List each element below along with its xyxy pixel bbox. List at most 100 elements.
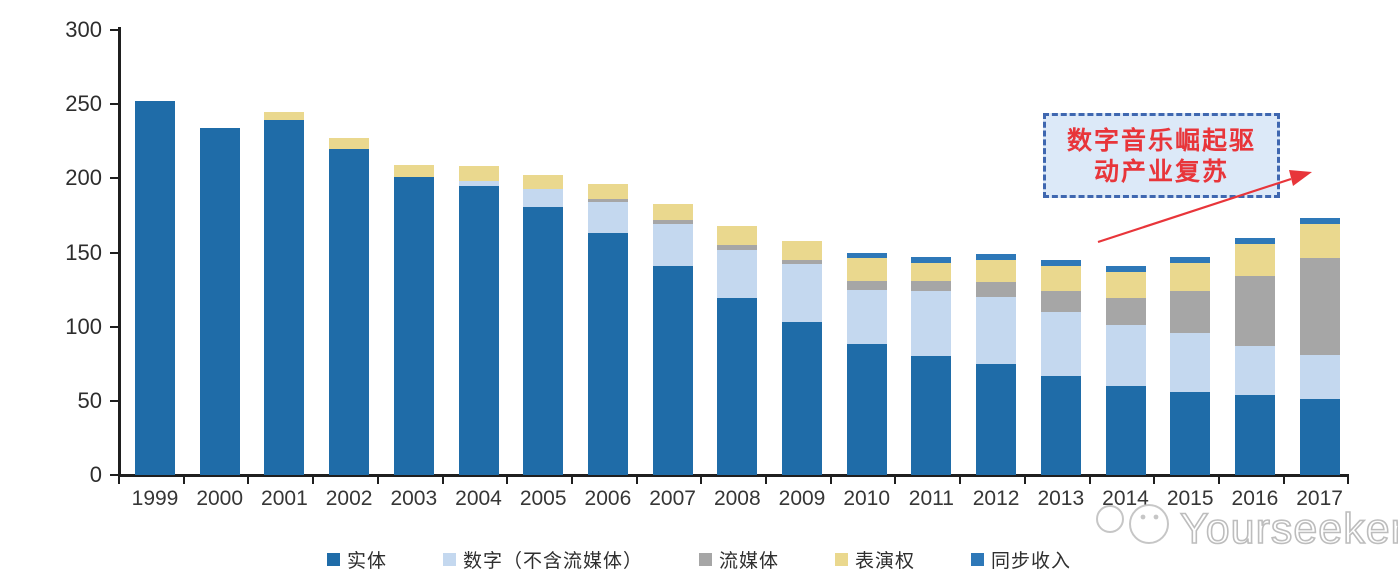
x-tick-mark	[441, 477, 444, 484]
x-tick-label: 2013	[1037, 487, 1085, 510]
bar-segment-2006-数字（不含流媒体）	[587, 202, 628, 234]
bar-segment-2015-流媒体	[1170, 291, 1211, 333]
bar-segment-2005-数字（不含流媒体）	[523, 188, 564, 207]
y-tick-mark	[110, 29, 119, 31]
x-tick-mark	[959, 477, 962, 484]
bar-segment-2001-表演权	[264, 111, 305, 121]
bar-segment-2015-实体	[1170, 391, 1211, 475]
bar-segment-2017-表演权	[1299, 224, 1340, 259]
bar-segment-2008-数字（不含流媒体）	[717, 249, 758, 299]
bar-segment-2014-数字（不含流媒体）	[1105, 325, 1146, 386]
legend-item: 实体	[326, 546, 387, 573]
bar-segment-2007-实体	[652, 265, 693, 475]
bar-segment-2008-表演权	[717, 225, 758, 246]
legend-label: 表演权	[855, 550, 916, 572]
y-tick-mark	[110, 177, 119, 180]
bar-segment-2012-数字（不含流媒体）	[976, 297, 1017, 364]
y-tick-label: 50	[77, 387, 102, 413]
x-tick-label: 2014	[1102, 487, 1149, 510]
x-tick-mark	[312, 477, 315, 484]
bar-segment-2016-实体	[1234, 394, 1275, 475]
bar-segment-2005-表演权	[523, 175, 564, 189]
x-tick-mark	[700, 477, 703, 484]
bar-segment-2013-实体	[1040, 375, 1081, 475]
bar-segment-2014-表演权	[1105, 271, 1146, 299]
bar-segment-2003-实体	[393, 176, 434, 475]
bar-segment-2009-流媒体	[782, 259, 822, 265]
bar-segment-2007-表演权	[652, 203, 693, 220]
bar-segment-2004-数字（不含流媒体）	[458, 181, 499, 186]
bar-segment-2014-实体	[1105, 386, 1146, 475]
y-tick-label: 300	[65, 17, 102, 42]
legend-swatch-icon	[698, 553, 712, 566]
bar-segment-2016-同步收入	[1234, 237, 1275, 244]
y-tick-mark	[110, 103, 119, 106]
x-tick-label: 2001	[261, 487, 308, 510]
x-tick-label: 2004	[455, 487, 502, 510]
legend-label: 流媒体	[718, 550, 779, 572]
bar-segment-2002-实体	[329, 148, 370, 475]
y-tick-label: 100	[65, 313, 102, 339]
bar-segment-2016-流媒体	[1234, 276, 1275, 346]
bar-segment-2007-数字（不含流媒体）	[652, 224, 693, 266]
bar-segment-2014-同步收入	[1105, 265, 1146, 272]
x-tick-mark	[1347, 477, 1350, 484]
legend-item: 同步收入	[971, 546, 1071, 573]
x-tick-label: 2016	[1231, 487, 1279, 510]
bar-segment-2010-表演权	[846, 258, 887, 281]
y-tick-label: 0	[89, 462, 102, 487]
x-tick-label: 2012	[972, 487, 1020, 510]
bar-segment-2008-流媒体	[717, 245, 758, 250]
x-tick-mark	[829, 477, 832, 484]
bar-segment-2006-实体	[587, 233, 628, 475]
y-tick-mark	[110, 325, 119, 328]
x-tick-label: 2002	[325, 487, 373, 510]
bar-segment-2016-数字（不含流媒体）	[1234, 345, 1275, 395]
y-tick-label: 200	[65, 165, 102, 191]
bar-segment-2017-数字（不含流媒体）	[1299, 354, 1340, 400]
legend-swatch-icon	[971, 553, 985, 566]
annotation-text-line1: 数字音乐崛起驱	[1066, 125, 1256, 155]
bar-segment-2005-实体	[523, 206, 564, 475]
bar-segment-2010-流媒体	[846, 280, 887, 290]
bar-segment-2007-流媒体	[652, 219, 693, 225]
x-tick-label: 2009	[778, 487, 826, 510]
bar-segment-2010-同步收入	[846, 252, 887, 259]
bar-segment-2002-表演权	[329, 138, 370, 149]
x-tick-label: 2000	[196, 487, 244, 510]
x-tick-mark	[182, 477, 185, 484]
x-tick-mark	[894, 477, 897, 484]
bar-segment-2004-表演权	[458, 166, 499, 182]
bar-segment-2000-实体	[199, 127, 240, 475]
bar-segment-2017-流媒体	[1299, 258, 1340, 355]
bar-segment-2014-流媒体	[1105, 298, 1146, 326]
x-tick-mark	[1023, 477, 1026, 484]
bar-segment-1999-实体	[135, 101, 175, 475]
bar-segment-2013-表演权	[1040, 265, 1081, 292]
bar-segment-2017-同步收入	[1299, 218, 1340, 225]
legend-item: 数字（不含流媒体）	[442, 546, 643, 573]
annotation-text-line2: 动产业复苏	[1093, 156, 1229, 186]
legend-item: 流媒体	[698, 546, 779, 573]
x-tick-label: 2003	[390, 487, 438, 510]
x-tick-mark	[1153, 477, 1156, 484]
bar-segment-2013-流媒体	[1040, 291, 1081, 312]
bar-segment-2006-流媒体	[587, 199, 628, 203]
bar-segment-2011-表演权	[911, 262, 952, 281]
x-tick-label: 2015	[1166, 487, 1214, 510]
x-tick-label: 2007	[649, 487, 696, 510]
x-tick-mark	[1088, 477, 1091, 484]
bar-segment-2004-实体	[458, 185, 499, 475]
x-tick-mark	[570, 477, 573, 484]
x-tick-mark	[247, 477, 250, 484]
bar-segment-2001-实体	[264, 120, 305, 475]
legend-item: 表演权	[835, 546, 915, 573]
bar-segment-2012-表演权	[976, 259, 1017, 283]
bar-segment-2012-同步收入	[976, 253, 1017, 260]
legend-swatch-icon	[835, 553, 848, 566]
x-tick-mark	[376, 477, 379, 484]
x-tick-label: 2017	[1296, 487, 1343, 510]
x-tick-label: 2010	[843, 487, 891, 510]
legend-label: 数字（不含流媒体）	[462, 550, 643, 572]
x-tick-mark	[1282, 477, 1285, 484]
